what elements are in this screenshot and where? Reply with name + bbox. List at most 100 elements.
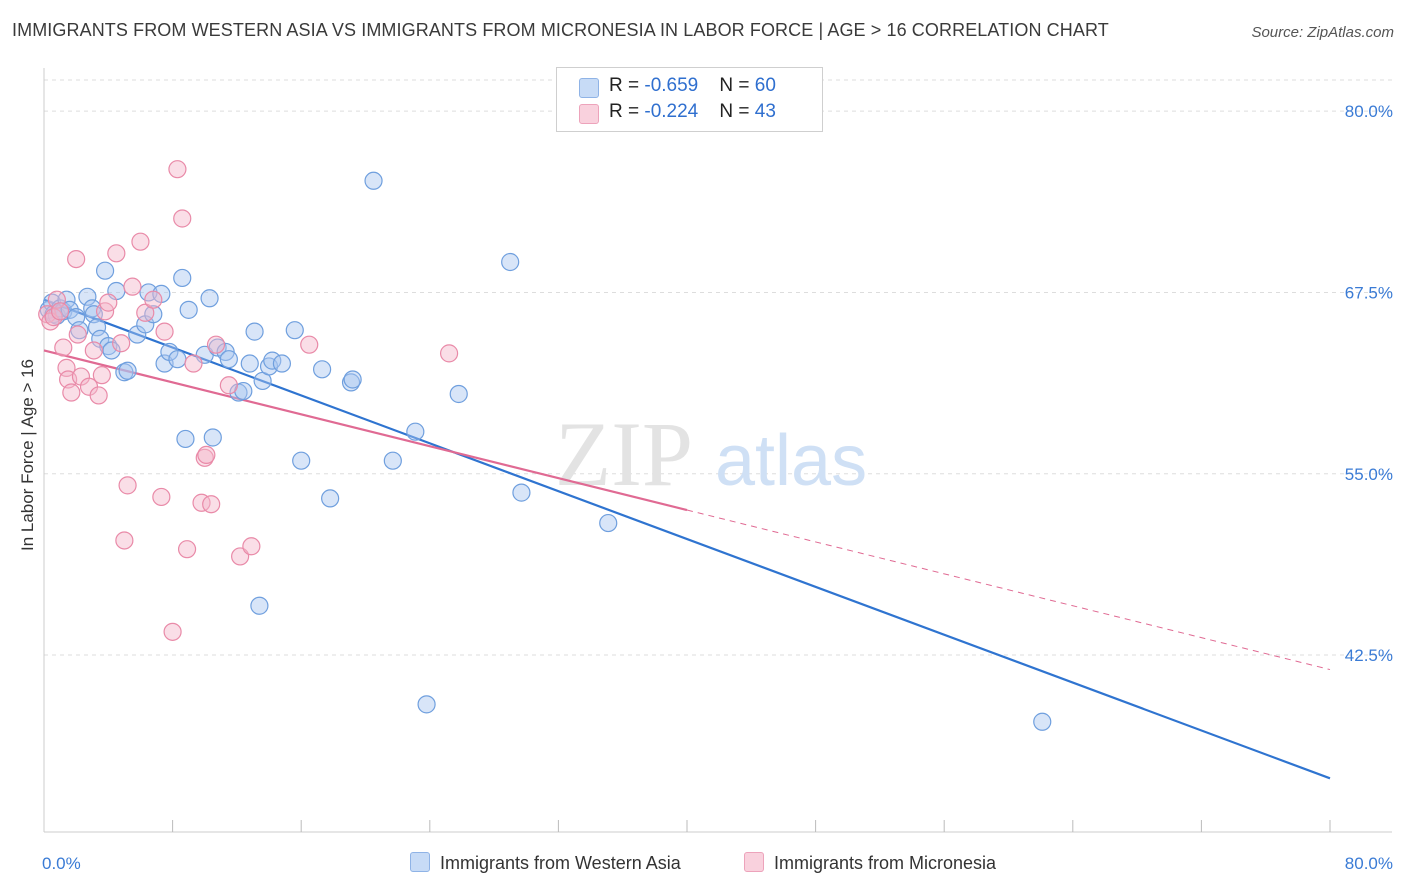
bottom-legend-western-asia: Immigrants from Western Asia	[410, 852, 681, 874]
point-micronesia	[99, 293, 118, 312]
point-micronesia	[118, 476, 137, 495]
point-micronesia	[155, 322, 174, 341]
point-western-asia	[240, 354, 259, 373]
trend-line	[43, 298, 1331, 780]
point-western-asia	[383, 451, 402, 470]
point-micronesia	[92, 366, 111, 385]
point-western-asia	[285, 321, 304, 340]
point-western-asia	[176, 429, 195, 449]
bottom-legend-label: Immigrants from Micronesia	[774, 853, 997, 873]
source-label: Source: ZipAtlas.com	[1251, 24, 1394, 41]
point-western-asia	[168, 350, 187, 369]
point-western-asia	[219, 350, 238, 369]
point-western-asia	[102, 341, 121, 360]
data-points	[38, 160, 1052, 731]
bottom-swatch-blue	[410, 852, 430, 872]
bottom-legend-micronesia: Immigrants from Micronesia	[744, 852, 996, 874]
point-micronesia	[84, 341, 103, 360]
point-western-asia	[364, 171, 383, 190]
y-tick-label: 80.0%	[1345, 102, 1393, 121]
trend-lines	[43, 298, 1331, 780]
point-micronesia	[123, 277, 142, 296]
legend-swatch-blue	[579, 78, 599, 98]
bottom-legend-label: Immigrants from Western Asia	[440, 853, 681, 873]
legend-r-value: -0.224	[644, 101, 699, 122]
point-micronesia	[195, 448, 214, 467]
point-western-asia	[417, 695, 436, 714]
point-micronesia	[197, 445, 216, 465]
bottom-swatch-pink	[744, 852, 764, 872]
point-western-asia	[341, 373, 361, 392]
point-micronesia	[202, 495, 221, 514]
point-micronesia	[89, 386, 108, 405]
point-western-asia	[512, 483, 531, 502]
point-western-asia	[312, 360, 332, 379]
point-western-asia	[406, 422, 425, 441]
point-western-asia	[57, 290, 76, 309]
legend-swatch-pink	[579, 104, 599, 124]
watermark: ZIP atlas	[555, 403, 867, 505]
point-western-asia	[179, 300, 198, 319]
legend-r-value: -0.659	[644, 75, 699, 96]
point-western-asia	[1033, 712, 1052, 731]
point-micronesia	[163, 622, 182, 641]
legend-r-label: R =	[609, 75, 645, 96]
legend-r-label: R =	[609, 101, 645, 122]
point-micronesia	[192, 493, 211, 512]
point-micronesia	[144, 290, 163, 309]
x-tick-label: 80.0%	[1345, 854, 1393, 873]
point-micronesia	[62, 383, 81, 402]
point-micronesia	[177, 540, 197, 559]
point-western-asia	[60, 300, 79, 319]
point-micronesia	[152, 487, 171, 507]
point-western-asia	[87, 318, 107, 337]
legend-n-value: 43	[754, 101, 776, 122]
point-micronesia	[231, 547, 250, 566]
point-western-asia	[343, 370, 362, 389]
point-micronesia	[47, 290, 66, 309]
point-micronesia	[50, 302, 70, 321]
axes	[43, 68, 1392, 833]
point-micronesia	[168, 160, 187, 179]
point-western-asia	[250, 596, 269, 615]
watermark-zip: ZIP	[555, 403, 693, 505]
point-micronesia	[206, 335, 226, 354]
point-micronesia	[115, 531, 134, 550]
point-micronesia	[112, 334, 131, 353]
trend-line	[43, 349, 688, 512]
legend-n-label: N =	[719, 101, 755, 122]
point-western-asia	[501, 252, 520, 272]
point-western-asia	[173, 268, 192, 288]
point-western-asia	[599, 513, 618, 533]
point-micronesia	[54, 338, 73, 357]
point-micronesia	[136, 303, 155, 322]
point-micronesia	[219, 376, 238, 395]
point-micronesia	[57, 358, 76, 377]
point-micronesia	[242, 537, 261, 556]
chart-title: IMMIGRANTS FROM WESTERN ASIA VS IMMIGRAN…	[12, 20, 1109, 40]
point-western-asia	[203, 428, 222, 447]
point-micronesia	[67, 249, 86, 269]
point-micronesia	[300, 335, 319, 354]
point-micronesia	[131, 232, 150, 251]
point-western-asia	[95, 261, 115, 280]
stats-legend: R = -0.659 N = 60 R = -0.224 N = 43	[556, 67, 823, 132]
y-tick-label: 67.5%	[1345, 283, 1393, 302]
point-micronesia	[173, 209, 192, 228]
tick-labels: 42.5% 55.0% 67.5% 80.0% 0.0% 80.0%	[42, 102, 1393, 873]
x-tick-label: 0.0%	[42, 854, 81, 873]
point-western-asia	[200, 289, 219, 308]
legend-n-value: 60	[754, 75, 776, 96]
trend-line-extension	[686, 509, 1331, 671]
point-micronesia	[68, 325, 87, 344]
point-western-asia	[245, 322, 264, 341]
y-tick-label: 42.5%	[1345, 646, 1393, 665]
point-micronesia	[439, 344, 459, 363]
point-micronesia	[107, 244, 126, 263]
point-western-asia	[78, 287, 97, 306]
point-western-asia	[321, 489, 340, 508]
point-western-asia	[272, 354, 292, 373]
legend-n-label: N =	[719, 75, 755, 96]
point-western-asia	[118, 361, 137, 380]
